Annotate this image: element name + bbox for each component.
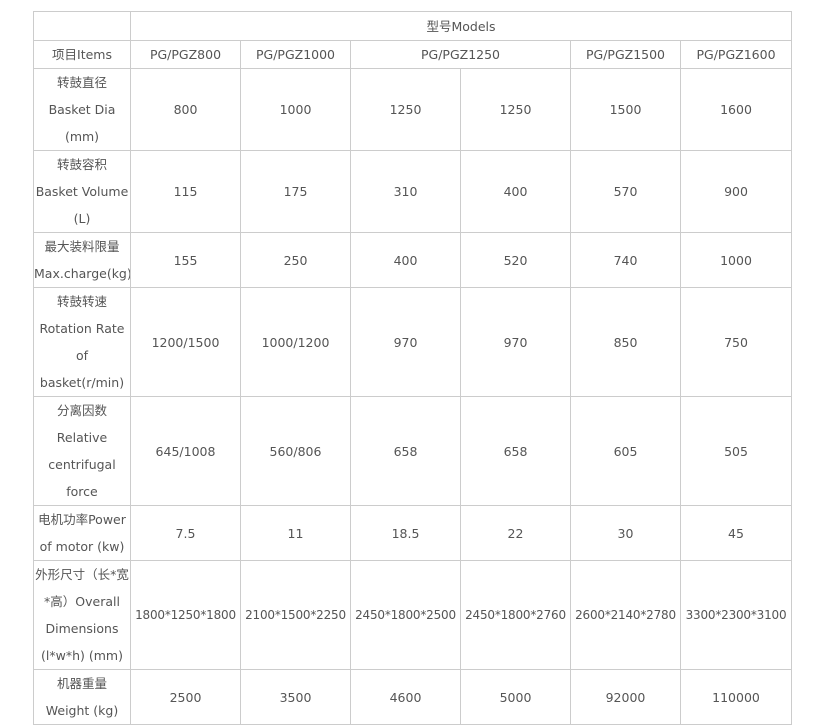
- value-cell: 115: [130, 150, 241, 233]
- value-cell: 1000: [679, 232, 793, 288]
- value-cell: 560/806: [240, 396, 351, 506]
- value-cell: 22: [460, 505, 571, 561]
- table-row: 电机功率Power of motor (kw) 7.5 11 18.5 22 30 45: [33, 505, 793, 561]
- row-label: 机器重量 Weight (kg): [33, 669, 131, 725]
- value-cell: 970: [350, 287, 461, 397]
- model-name: PG/PGZ1600: [679, 40, 793, 69]
- value-cell: 658: [350, 396, 461, 506]
- table-row: 机器重量 Weight (kg) 2500 3500 4600 5000 92000 110…: [33, 669, 793, 725]
- table-row: 分离因数 Relative centrifugal force 645/1008 5…: [33, 396, 793, 506]
- value-cell: 1250: [460, 68, 571, 151]
- model-name: PG/PGZ1500: [570, 40, 681, 69]
- value-cell: 1000: [240, 68, 351, 151]
- row-label: 转鼓转速 Rotation Rate of basket(r/min): [33, 287, 131, 397]
- value-cell: 900: [679, 150, 793, 233]
- value-cell: 400: [350, 232, 461, 288]
- value-cell: 645/1008: [130, 396, 241, 506]
- value-cell: 850: [570, 287, 681, 397]
- row-label: 分离因数 Relative centrifugal force: [33, 396, 131, 506]
- value-cell: 570: [570, 150, 681, 233]
- value-cell: 3500: [240, 669, 351, 725]
- value-cell: 1500: [570, 68, 681, 151]
- model-name: PG/PGZ1250: [350, 40, 571, 69]
- row-label: 最大装料限量 Max.charge(kg): [33, 232, 131, 288]
- value-cell: 45: [679, 505, 793, 561]
- items-header: 项目Items: [33, 40, 131, 69]
- specs-table: 型号Models 项目Items PG/PGZ800 PG/PGZ1000 PG…: [33, 11, 793, 725]
- value-cell: 520: [460, 232, 571, 288]
- value-cell: 740: [570, 232, 681, 288]
- value-cell: 970: [460, 287, 571, 397]
- value-cell: 800: [130, 68, 241, 151]
- row-label: 外形尺寸（长*宽*高）Overall Dimensions (l*w*h) (m…: [33, 560, 131, 670]
- value-cell: 750: [679, 287, 793, 397]
- value-cell: 5000: [460, 669, 571, 725]
- model-name: PG/PGZ1000: [240, 40, 351, 69]
- value-cell: 658: [460, 396, 571, 506]
- row-label: 转鼓容积 Basket Volume (L): [33, 150, 131, 233]
- row-label: 电机功率Power of motor (kw): [33, 505, 131, 561]
- value-cell: 250: [240, 232, 351, 288]
- value-cell: 92000: [570, 669, 681, 725]
- value-cell: 1600: [679, 68, 793, 151]
- value-cell: 3300*2300*3100: [679, 560, 793, 670]
- value-cell: 1250: [350, 68, 461, 151]
- empty-corner-cell: [33, 11, 131, 41]
- value-cell: 11: [240, 505, 351, 561]
- model-name: PG/PGZ800: [130, 40, 241, 69]
- value-cell: 18.5: [350, 505, 461, 561]
- value-cell: 2500: [130, 669, 241, 725]
- value-cell: 110000: [679, 669, 793, 725]
- value-cell: 1000/1200: [240, 287, 351, 397]
- value-cell: 310: [350, 150, 461, 233]
- table-row: 转鼓转速 Rotation Rate of basket(r/min) 1200/…: [33, 287, 793, 397]
- value-cell: 505: [679, 396, 793, 506]
- models-header: 型号Models: [129, 11, 793, 41]
- value-cell: 1800*1250*1800: [130, 560, 241, 670]
- value-cell: 605: [570, 396, 681, 506]
- table-row: 最大装料限量 Max.charge(kg) 155 250 400 520 740 1000: [33, 232, 793, 288]
- table-row: 转鼓容积 Basket Volume (L) 115 175 310 400 570 900: [33, 150, 793, 233]
- value-cell: 175: [240, 150, 351, 233]
- value-cell: 1200/1500: [130, 287, 241, 397]
- model-names-row: 项目Items PG/PGZ800 PG/PGZ1000 PG/PGZ1250 …: [33, 40, 793, 69]
- table-row: 外形尺寸（长*宽*高）Overall Dimensions (l*w*h) (m…: [33, 560, 793, 670]
- table-row: 转鼓直径 Basket Dia (mm) 800 1000 1250 1250 1500 1…: [33, 68, 793, 151]
- models-header-row: 型号Models: [33, 11, 793, 41]
- value-cell: 400: [460, 150, 571, 233]
- value-cell: 2450*1800*2760: [460, 560, 571, 670]
- value-cell: 4600: [350, 669, 461, 725]
- row-label: 转鼓直径 Basket Dia (mm): [33, 68, 131, 151]
- value-cell: 30: [570, 505, 681, 561]
- value-cell: 155: [130, 232, 241, 288]
- value-cell: 2600*2140*2780: [570, 560, 681, 670]
- value-cell: 2100*1500*2250: [240, 560, 351, 670]
- value-cell: 2450*1800*2500: [350, 560, 461, 670]
- value-cell: 7.5: [130, 505, 241, 561]
